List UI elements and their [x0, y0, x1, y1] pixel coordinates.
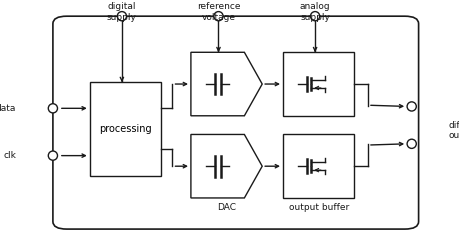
Bar [282, 134, 353, 198]
Ellipse shape [48, 151, 57, 160]
Text: DAC: DAC [217, 203, 236, 212]
Ellipse shape [406, 102, 415, 111]
Text: clk: clk [3, 151, 16, 160]
Text: output buffer: output buffer [288, 203, 348, 212]
Bar [282, 52, 353, 116]
Text: data: data [0, 104, 16, 113]
Ellipse shape [48, 104, 57, 113]
Ellipse shape [310, 12, 319, 21]
Text: analog
supply: analog supply [299, 2, 330, 22]
Text: digital
supply: digital supply [107, 2, 136, 22]
Polygon shape [190, 52, 262, 116]
Ellipse shape [213, 12, 223, 21]
Bar [90, 82, 161, 176]
FancyBboxPatch shape [53, 16, 418, 229]
Ellipse shape [117, 12, 126, 21]
Ellipse shape [406, 139, 415, 148]
Text: differential
output: differential output [448, 121, 459, 140]
Text: processing: processing [99, 124, 151, 134]
Text: reference
voltage: reference voltage [196, 2, 240, 22]
Polygon shape [190, 134, 262, 198]
